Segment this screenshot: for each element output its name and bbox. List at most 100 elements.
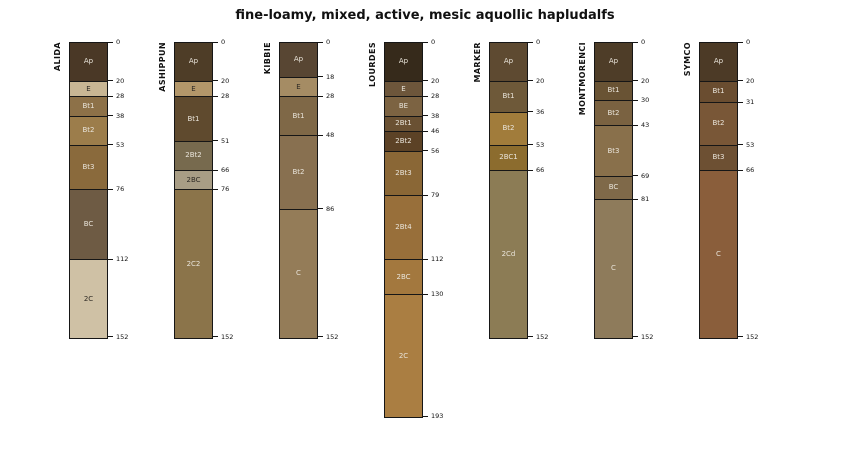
series-name: LOURDES (368, 42, 377, 87)
depth-tick (108, 95, 113, 97)
depth-tick (423, 41, 428, 43)
depth-label: 20 (641, 76, 650, 85)
profile-kibbie: KIBBIE Ap E Bt1 Bt2 C 0 18 28 48 86 152 (262, 38, 367, 349)
horizon-band: 2Bt2 (385, 132, 422, 152)
profiles-container: ALIDA Ap E Bt1 Bt2 Bt3 BC 2C 0 20 28 38 53 76 112 152 AS… (0, 38, 850, 428)
horizon-label: Ap (713, 57, 724, 66)
depth-label: 152 (536, 332, 549, 341)
depth-tick (423, 80, 428, 82)
horizon-label: Ap (503, 57, 514, 66)
horizon-label: Bt1 (292, 111, 305, 120)
horizon-band: Bt3 (595, 126, 632, 177)
depth-tick (528, 336, 533, 338)
depth-label: 66 (221, 166, 230, 175)
depth-label: 53 (116, 140, 125, 149)
depth-label: 51 (221, 136, 230, 145)
depth-tick (633, 336, 638, 338)
horizon-band: Bt2 (70, 116, 107, 146)
horizon-band: Ap (385, 43, 422, 82)
depth-tick (528, 41, 533, 43)
horizon-label: 2Cd (501, 249, 516, 258)
depth-tick (528, 111, 533, 113)
depth-label: 76 (221, 185, 230, 194)
profile-body: Ap E Bt1 Bt2 C (279, 42, 318, 339)
depth-label: 130 (431, 290, 444, 299)
horizon-band: Bt2 (280, 136, 317, 210)
depth-label: 81 (641, 195, 650, 204)
depth-label: 53 (746, 140, 755, 149)
horizon-band: E (280, 77, 317, 98)
horizon-label: Bt1 (187, 114, 200, 123)
horizon-label: Bt2 (82, 126, 95, 135)
horizon-band: Bt2 (700, 103, 737, 146)
horizon-band: Bt1 (490, 81, 527, 113)
horizon-band: 2Bt1 (385, 116, 422, 133)
depth-tick (633, 99, 638, 101)
series-name: ALIDA (53, 42, 62, 72)
depth-tick (738, 41, 743, 43)
horizon-label: Ap (188, 57, 199, 66)
depth-tick (423, 115, 428, 117)
depth-label: 152 (641, 332, 654, 341)
depth-label: 0 (641, 38, 646, 46)
series-name: MARKER (473, 42, 482, 83)
horizon-label: Bt2 (502, 124, 515, 133)
horizon-label: C (296, 269, 301, 278)
horizon-label: Bt1 (502, 92, 515, 101)
depth-label: 0 (221, 38, 226, 46)
series-name: KIBBIE (263, 42, 272, 75)
depth-label: 152 (221, 332, 234, 341)
depth-label: 20 (536, 76, 545, 85)
depth-label: 0 (116, 38, 121, 46)
horizon-label: Bt1 (82, 102, 95, 110)
horizon-band: Bt1 (70, 97, 107, 117)
depth-tick (108, 144, 113, 146)
horizon-label: 2C (398, 351, 409, 360)
depth-tick (633, 198, 638, 200)
horizon-band: Ap (70, 43, 107, 82)
depth-label: 36 (536, 107, 545, 116)
horizon-label: Ap (293, 55, 304, 64)
profile-marker: MARKER Ap Bt1 Bt2 2BC1 2Cd 0 20 36 53 66 152 (472, 38, 577, 349)
horizon-label: Bt3 (607, 146, 620, 155)
depth-label: 20 (746, 76, 755, 85)
horizon-band: 2Bt2 (175, 141, 212, 172)
horizon-band: E (385, 81, 422, 98)
horizon-band: Ap (280, 43, 317, 78)
series-name: SYMCO (683, 42, 692, 77)
depth-tick (738, 101, 743, 103)
depth-label: 28 (221, 92, 230, 101)
depth-tick (633, 41, 638, 43)
horizon-band: Bt1 (700, 81, 737, 104)
depth-label: 69 (641, 171, 650, 180)
depth-tick (108, 188, 113, 190)
depth-label: 28 (116, 92, 125, 101)
horizon-band: E (175, 81, 212, 98)
horizon-label: Bt1 (607, 86, 620, 95)
horizon-label: 2C2 (186, 259, 201, 268)
depth-label: 112 (431, 255, 444, 264)
horizon-label: Bt2 (607, 108, 620, 117)
depth-tick (213, 188, 218, 190)
horizon-band: Bt3 (700, 145, 737, 172)
horizon-label: Ap (608, 57, 619, 66)
depth-tick (633, 80, 638, 82)
horizon-band: 2C (70, 260, 107, 338)
depth-label: 38 (116, 111, 125, 120)
horizon-band: 2BC1 (490, 145, 527, 172)
depth-label: 20 (431, 76, 440, 85)
depth-label: 152 (746, 332, 759, 341)
horizon-band: Ap (595, 43, 632, 82)
depth-tick (738, 80, 743, 82)
horizon-label: E (86, 84, 91, 93)
depth-label: 56 (431, 146, 440, 155)
horizon-band: 2Bt4 (385, 196, 422, 261)
figure-title: fine-loamy, mixed, active, mesic aquolli… (235, 8, 615, 23)
horizon-band: Bt1 (595, 81, 632, 102)
depth-tick (528, 169, 533, 171)
depth-label: 38 (431, 111, 440, 120)
series-name: MONTMORENCI (578, 42, 587, 116)
depth-label: 66 (746, 166, 755, 175)
horizon-label: BC (608, 183, 619, 192)
depth-label: 46 (431, 127, 440, 136)
